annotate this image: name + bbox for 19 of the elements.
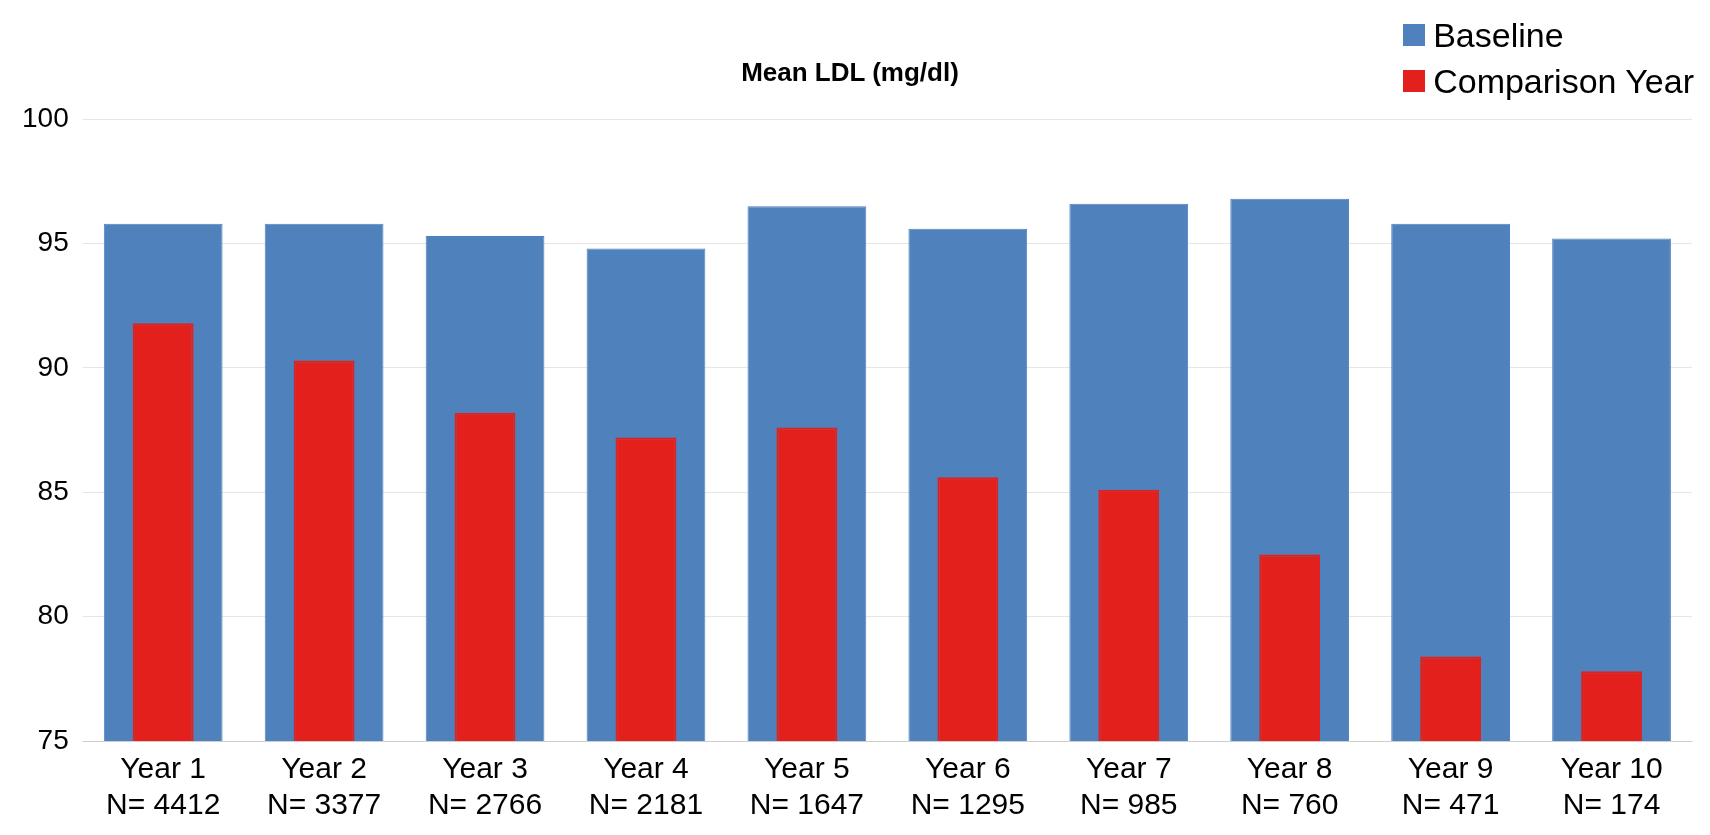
- chart-title: Mean LDL (mg/dl): [741, 56, 959, 87]
- x-tick-label: Year 2 N= 3377: [266, 751, 382, 821]
- x-tick-label: Year 10 N= 174: [1560, 751, 1663, 821]
- x-tick-label: Year 3 N= 2766: [427, 751, 543, 821]
- y-tick-label: 75: [37, 723, 69, 755]
- x-tick-label: Year 6 N= 1295: [910, 751, 1025, 821]
- y-tick-label: 100: [22, 101, 69, 133]
- legend-label: Comparison Year: [1433, 61, 1694, 102]
- y-tick-label: 80: [37, 599, 69, 631]
- legend-label: Baseline: [1433, 15, 1564, 56]
- x-tick-label: Year 8 N= 760: [1240, 751, 1339, 821]
- y-tick-label: 95: [37, 226, 69, 258]
- x-tick-label: Year 7 N= 985: [1079, 751, 1178, 821]
- x-tick-label: Year 1 N= 4412: [106, 751, 221, 821]
- x-tick-label: Year 9 N= 471: [1401, 751, 1500, 821]
- y-tick-label: 85: [37, 475, 69, 506]
- y-tick-label: 90: [37, 350, 69, 382]
- x-tick-label: Year 5 N= 1647: [749, 751, 865, 821]
- x-tick-label: Year 4 N= 2181: [588, 751, 704, 821]
